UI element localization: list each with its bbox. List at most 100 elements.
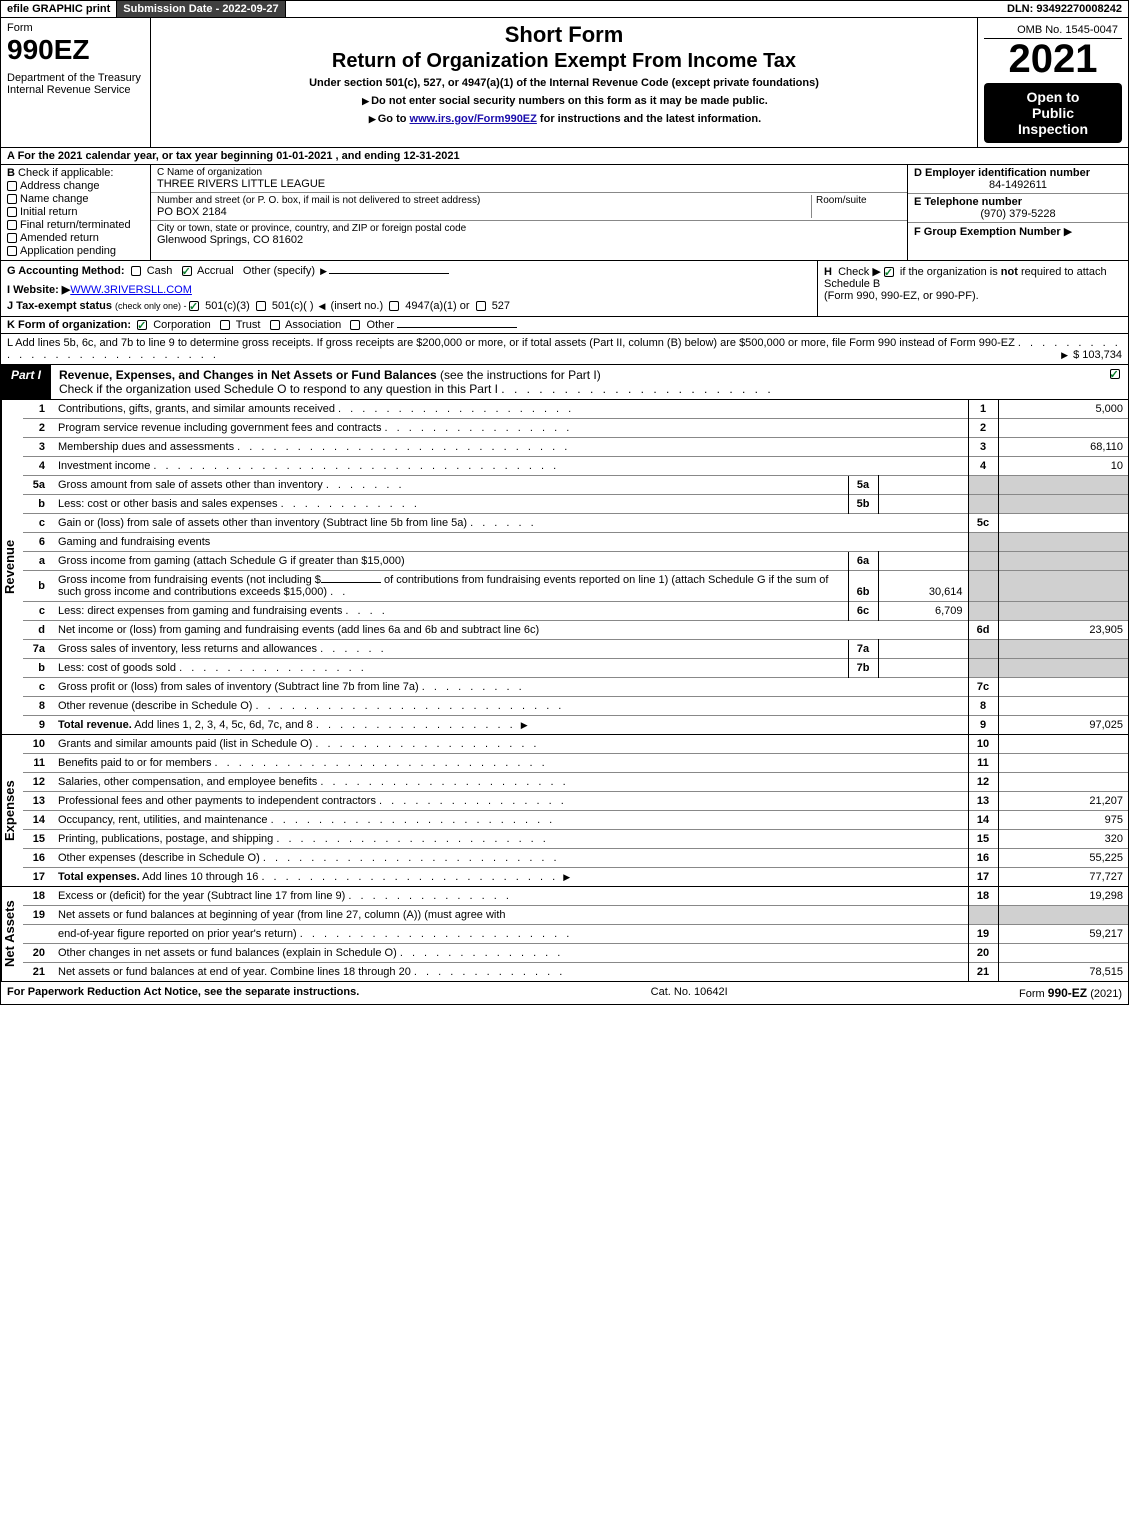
line-4: 4 Investment income . . . . . . . . . . … [23, 457, 1128, 476]
block-bcdef: B Check if applicable: Address change Na… [0, 165, 1129, 261]
header-right: OMB No. 1545-0047 2021 Open to Public In… [978, 18, 1128, 147]
irs-link[interactable]: www.irs.gov/Form990EZ [410, 113, 537, 125]
chk-name-change[interactable]: Name change [7, 193, 144, 205]
column-b: B Check if applicable: Address change Na… [1, 165, 151, 260]
chk-association[interactable] [270, 320, 280, 330]
line-9: 9 Total revenue. Add lines 1, 2, 3, 4, 5… [23, 716, 1128, 735]
ein: 84-1492611 [914, 179, 1122, 191]
chk-4947[interactable] [389, 301, 399, 311]
dln: DLN: 93492270008242 [1001, 1, 1128, 17]
c-street-label: Number and street (or P. O. box, if mail… [157, 195, 811, 206]
chk-part-i-scho[interactable] [1110, 369, 1120, 379]
row-gh: G Accounting Method: Cash Accrual Other … [0, 261, 1129, 317]
column-def: D Employer identification number 84-1492… [908, 165, 1128, 260]
revenue-section: Revenue 1 Contributions, gifts, grants, … [0, 400, 1129, 735]
part-i-header: Part I Revenue, Expenses, and Changes in… [0, 365, 1129, 400]
page-footer: For Paperwork Reduction Act Notice, see … [0, 982, 1129, 1005]
chk-h[interactable] [884, 267, 894, 277]
line-6d: d Net income or (loss) from gaming and f… [23, 621, 1128, 640]
net-assets-side-label: Net Assets [1, 887, 23, 981]
net-assets-section: Net Assets 18 Excess or (deficit) for th… [0, 887, 1129, 982]
line-12: 12 Salaries, other compensation, and emp… [23, 773, 1128, 792]
chk-corporation[interactable] [137, 320, 147, 330]
c-name-label: C Name of organization [157, 167, 901, 178]
cat-no: Cat. No. 10642I [651, 986, 728, 1000]
chk-application-pending[interactable]: Application pending [7, 245, 144, 257]
org-name: THREE RIVERS LITTLE LEAGUE [157, 178, 901, 190]
line-2: 2 Program service revenue including gove… [23, 419, 1128, 438]
line-19b: end-of-year figure reported on prior yea… [23, 925, 1128, 944]
line-15: 15 Printing, publications, postage, and … [23, 830, 1128, 849]
website-link[interactable]: WWW.3RIVERSLL.COM [70, 284, 192, 296]
line-6a: a Gross income from gaming (attach Sched… [23, 552, 1128, 571]
i-website: I Website: ▶WWW.3RIVERSLL.COM [7, 283, 811, 296]
l-amount: $ 103,734 [1073, 349, 1122, 361]
part-i-sub: Check if the organization used Schedule … [59, 382, 498, 396]
line-19a: 19 Net assets or fund balances at beginn… [23, 906, 1128, 925]
dept-treasury: Department of the Treasury [7, 72, 144, 84]
d-ein-label: D Employer identification number [914, 167, 1122, 179]
header-mid: Short Form Return of Organization Exempt… [151, 18, 978, 147]
goto-link-row: Go to www.irs.gov/Form990EZ for instruct… [159, 113, 969, 125]
part-i-title: Revenue, Expenses, and Changes in Net As… [59, 368, 437, 382]
chk-cash[interactable] [131, 266, 141, 276]
line-21: 21 Net assets or fund balances at end of… [23, 963, 1128, 982]
open-to-public-badge: Open to Public Inspection [984, 83, 1122, 143]
org-city: Glenwood Springs, CO 81602 [157, 234, 901, 246]
chk-amended-return[interactable]: Amended return [7, 232, 144, 244]
line-6b: b Gross income from fundraising events (… [23, 571, 1128, 602]
chk-final-return[interactable]: Final return/terminated [7, 219, 144, 231]
line-7a: 7a Gross sales of inventory, less return… [23, 640, 1128, 659]
row-k: K Form of organization: Corporation Trus… [0, 317, 1129, 334]
tax-year: 2021 [984, 39, 1122, 79]
telephone: (970) 379-5228 [914, 208, 1122, 220]
chk-501c3[interactable] [189, 301, 199, 311]
under-section: Under section 501(c), 527, or 4947(a)(1)… [159, 77, 969, 89]
g-accounting: G Accounting Method: Cash Accrual Other … [1, 261, 818, 316]
line-17: 17 Total expenses. Add lines 10 through … [23, 868, 1128, 887]
h-check: H Check ▶ if the organization is not req… [818, 261, 1128, 316]
form-header: Form 990EZ Department of the Treasury In… [0, 18, 1129, 148]
line-7b: b Less: cost of goods sold . . . . . . .… [23, 659, 1128, 678]
form-word: Form [7, 22, 144, 34]
row-a-tax-year: A For the 2021 calendar year, or tax yea… [0, 148, 1129, 165]
chk-initial-return[interactable]: Initial return [7, 206, 144, 218]
ssn-warning: Do not enter social security numbers on … [159, 95, 969, 107]
c-city-label: City or town, state or province, country… [157, 223, 901, 234]
chk-501c[interactable] [256, 301, 266, 311]
expenses-side-label: Expenses [1, 735, 23, 886]
column-c: C Name of organization THREE RIVERS LITT… [151, 165, 908, 260]
line-13: 13 Professional fees and other payments … [23, 792, 1128, 811]
f-group-label: F Group Exemption Number [914, 226, 1061, 238]
line-10: 10 Grants and similar amounts paid (list… [23, 735, 1128, 754]
org-street: PO BOX 2184 [157, 206, 811, 218]
line-6c: c Less: direct expenses from gaming and … [23, 602, 1128, 621]
line-20: 20 Other changes in net assets or fund b… [23, 944, 1128, 963]
header-left: Form 990EZ Department of the Treasury In… [1, 18, 151, 147]
chk-address-change[interactable]: Address change [7, 180, 144, 192]
chk-accrual[interactable] [182, 266, 192, 276]
line-8: 8 Other revenue (describe in Schedule O)… [23, 697, 1128, 716]
line-11: 11 Benefits paid to or for members . . .… [23, 754, 1128, 773]
line-18: 18 Excess or (deficit) for the year (Sub… [23, 887, 1128, 906]
form-ref: Form 990-EZ (2021) [1019, 986, 1122, 1000]
arrow-icon: ▶ [1064, 226, 1072, 238]
expenses-section: Expenses 10 Grants and similar amounts p… [0, 735, 1129, 887]
j-tax-exempt: J Tax-exempt status (check only one) - 5… [7, 300, 811, 312]
c-room-label: Room/suite [816, 195, 901, 206]
submission-date: Submission Date - 2022-09-27 [117, 1, 285, 17]
line-5b: b Less: cost or other basis and sales ex… [23, 495, 1128, 514]
return-title: Return of Organization Exempt From Incom… [159, 50, 969, 73]
dept-irs: Internal Revenue Service [7, 84, 144, 96]
line-14: 14 Occupancy, rent, utilities, and maint… [23, 811, 1128, 830]
line-3: 3 Membership dues and assessments . . . … [23, 438, 1128, 457]
chk-other[interactable] [350, 320, 360, 330]
line-1: 1 Contributions, gifts, grants, and simi… [23, 400, 1128, 419]
line-6: 6 Gaming and fundraising events [23, 533, 1128, 552]
line-5a: 5a Gross amount from sale of assets othe… [23, 476, 1128, 495]
efile-print-button[interactable]: efile GRAPHIC print [1, 1, 117, 17]
top-bar: efile GRAPHIC print Submission Date - 20… [0, 0, 1129, 18]
chk-trust[interactable] [220, 320, 230, 330]
chk-527[interactable] [476, 301, 486, 311]
paperwork-notice: For Paperwork Reduction Act Notice, see … [7, 986, 359, 1000]
